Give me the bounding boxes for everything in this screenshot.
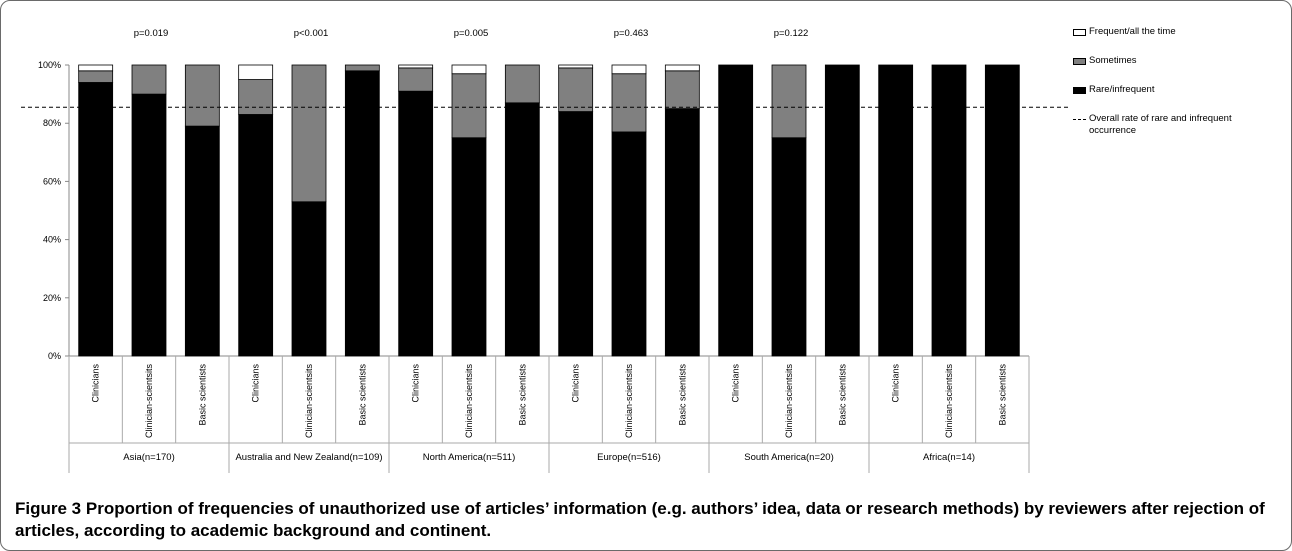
- y-tick-label: 0%: [48, 351, 61, 361]
- p-value-label: p=0.005: [454, 28, 489, 39]
- p-value-label: p<0.001: [294, 28, 329, 39]
- legend-item-frequent: Frequent/all the time: [1073, 26, 1288, 39]
- x-tick-label: Clinicians: [251, 364, 261, 403]
- stacked-bar-chart: 0% 20% 40% 60% 80% 100% Clinicians Clinician-sc…: [21, 28, 1071, 473]
- legend-swatch-frequent: [1073, 29, 1086, 36]
- bar-segment-sometimes: [398, 67, 434, 92]
- x-tick-label: Clinicians: [571, 364, 581, 403]
- bar-segment-sometimes: [611, 73, 647, 133]
- x-tick-label: Clinician-scientsits: [784, 364, 794, 439]
- legend-swatch-sometimes: [1073, 58, 1086, 65]
- bar-segment-frequent-all-the-time: [78, 64, 114, 72]
- bar-segment-sometimes: [344, 64, 380, 72]
- bar-segment-sometimes: [291, 64, 327, 203]
- x-tick-label: Clinician-scientsits: [144, 364, 154, 439]
- y-tick-label: 40%: [43, 235, 61, 245]
- bar-segment-rare-infrequent: [504, 102, 540, 357]
- y-tick-label: 60%: [43, 176, 61, 186]
- group-label: North America(n=511): [423, 452, 516, 463]
- bar-segment-sometimes: [558, 67, 594, 112]
- legend-swatch-rare: [1073, 87, 1086, 94]
- bar-segment-rare-infrequent: [664, 108, 700, 357]
- bar-segment-sometimes: [504, 64, 540, 104]
- group-label: Australia and New Zealand(n=109): [235, 452, 382, 463]
- x-tick-label: Clinicians: [91, 364, 101, 403]
- chart-legend: Frequent/all the time Sometimes Rare/inf…: [1073, 26, 1288, 136]
- y-tick-label: 20%: [43, 293, 61, 303]
- bar-segment-frequent-all-the-time: [664, 64, 700, 72]
- group-label: South America(n=20): [744, 452, 834, 463]
- bar-segment-sometimes: [771, 64, 807, 139]
- bar-segment-frequent-all-the-time: [558, 64, 594, 69]
- figure-caption: Figure 3 Proportion of frequencies of un…: [15, 498, 1280, 542]
- bar-segment-rare-infrequent: [398, 90, 434, 357]
- x-tick-label: Clinician-scientsits: [624, 364, 634, 439]
- x-tick-label: Basic scientists: [197, 364, 207, 426]
- bar-segment-rare-infrequent: [771, 137, 807, 357]
- legend-dashed-line: [1073, 119, 1086, 120]
- bar-segment-frequent-all-the-time: [451, 64, 487, 75]
- x-tick-label: Basic scientists: [357, 364, 367, 426]
- x-tick-label: Clinician-scientsits: [304, 364, 314, 439]
- bar-segment-rare-infrequent: [291, 201, 327, 357]
- y-tick-label: 100%: [38, 60, 61, 70]
- legend-item-rare: Rare/infrequent: [1073, 84, 1288, 97]
- x-tick-label: Clinician-scientsits: [944, 364, 954, 439]
- legend-label-sometimes: Sometimes: [1089, 55, 1137, 66]
- bar-segment-sometimes: [184, 64, 220, 127]
- y-tick-label: 80%: [43, 118, 61, 128]
- bar-segment-rare-infrequent: [931, 64, 967, 357]
- bar-segment-rare-infrequent: [131, 93, 167, 357]
- x-tick-label: Basic scientists: [997, 364, 1007, 426]
- legend-label-frequent: Frequent/all the time: [1089, 26, 1176, 37]
- bar-segment-rare-infrequent: [611, 131, 647, 357]
- x-tick-label: Clinicians: [891, 364, 901, 403]
- bar-segment-sometimes: [238, 79, 274, 115]
- p-value-label: p=0.019: [134, 28, 169, 39]
- p-value-label: p=0.122: [774, 28, 809, 39]
- bar-segment-rare-infrequent: [238, 114, 274, 357]
- group-label: Africa(n=14): [923, 452, 975, 463]
- bar-segment-frequent-all-the-time: [611, 64, 647, 75]
- bar-segment-rare-infrequent: [558, 111, 594, 357]
- legend-item-sometimes: Sometimes: [1073, 55, 1288, 68]
- bar-segment-rare-infrequent: [718, 64, 754, 357]
- bar-segment-rare-infrequent: [984, 64, 1020, 357]
- bar-segment-sometimes: [664, 70, 700, 110]
- bar-segment-rare-infrequent: [451, 137, 487, 357]
- bar-segment-rare-infrequent: [78, 82, 114, 357]
- p-value-label: p=0.463: [614, 28, 649, 39]
- bar-segment-frequent-all-the-time: [238, 64, 274, 80]
- bar-segment-rare-infrequent: [344, 70, 380, 357]
- x-tick-label: Clinician-scientsits: [464, 364, 474, 439]
- bar-segment-sometimes: [451, 73, 487, 139]
- x-tick-label: Basic scientists: [837, 364, 847, 426]
- bar-segment-frequent-all-the-time: [398, 64, 434, 69]
- legend-label-rare: Rare/infrequent: [1089, 84, 1155, 95]
- bar-segment-rare-infrequent: [878, 64, 914, 357]
- x-tick-label: Basic scientists: [677, 364, 687, 426]
- group-label: Europe(n=516): [597, 452, 661, 463]
- legend-label-overall-rate: Overall rate of rare and infrequent occu…: [1089, 113, 1232, 136]
- x-tick-label: Clinicians: [411, 364, 421, 403]
- caption-text: Proportion of frequencies of unauthorize…: [15, 499, 1265, 540]
- x-tick-label: Basic scientists: [517, 364, 527, 426]
- bar-segment-rare-infrequent: [824, 64, 860, 357]
- x-tick-label: Clinicians: [731, 364, 741, 403]
- group-label: Asia(n=170): [123, 452, 175, 463]
- legend-item-overall-rate: Overall rate of rare and infrequent occu…: [1073, 113, 1288, 139]
- bar-segment-rare-infrequent: [184, 125, 220, 357]
- caption-label: Figure 3: [15, 499, 82, 518]
- bar-segment-sometimes: [78, 70, 114, 83]
- bar-segment-sometimes: [131, 64, 167, 95]
